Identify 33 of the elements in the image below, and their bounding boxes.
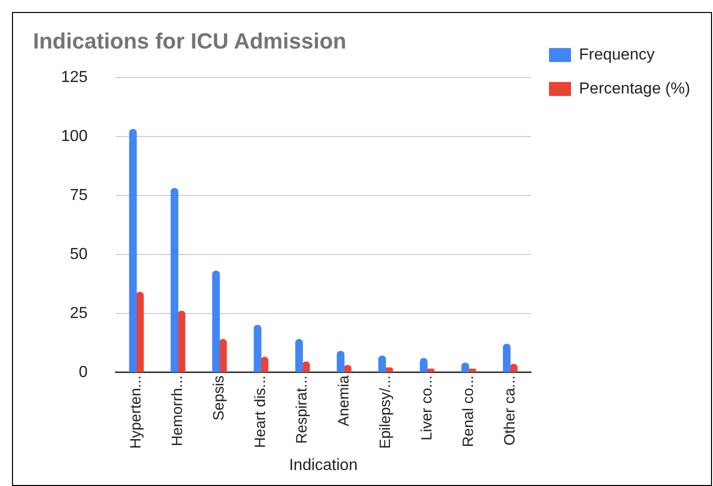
y-tick-label: 125: [60, 68, 88, 86]
bar: [295, 339, 303, 372]
x-tick-label: Epilepsy/...: [376, 375, 394, 449]
bar: [178, 310, 186, 372]
x-tick-label: Other ca...: [501, 375, 518, 446]
x-tick-label: Renal co...: [460, 375, 477, 448]
bar: [260, 356, 268, 372]
bar: [136, 292, 144, 372]
x-tick-label: Anemia: [335, 374, 352, 426]
legend-label: Frequency: [579, 46, 655, 64]
y-tick-label: 0: [78, 364, 88, 381]
x-axis-title: Indication: [289, 456, 358, 474]
bar: [219, 339, 227, 372]
bar: [336, 350, 344, 372]
y-tick-label: 100: [60, 128, 88, 145]
x-tick-label: Sepsis: [210, 375, 228, 420]
x-tick-label: Respirat...: [294, 375, 311, 444]
x-tick-label: Liver co...: [418, 375, 436, 440]
legend-label: Percentage (%): [579, 80, 690, 98]
x-tick-label: Hemorrh...: [169, 375, 186, 446]
x-tick-label: Hyperten...: [128, 375, 145, 449]
bar: [420, 358, 428, 372]
bar: [129, 128, 137, 372]
y-tick-label: 50: [70, 246, 88, 263]
bar: [170, 188, 178, 372]
y-tick-label: 75: [70, 186, 88, 204]
bar: [212, 270, 220, 372]
y-tick-label: 25: [70, 304, 88, 322]
bar: [502, 344, 511, 372]
chart-title: Indications for ICU Admission: [33, 28, 346, 54]
bar: [254, 324, 262, 372]
bar: [378, 356, 386, 372]
x-tick-label: Heart dis...: [252, 375, 270, 448]
